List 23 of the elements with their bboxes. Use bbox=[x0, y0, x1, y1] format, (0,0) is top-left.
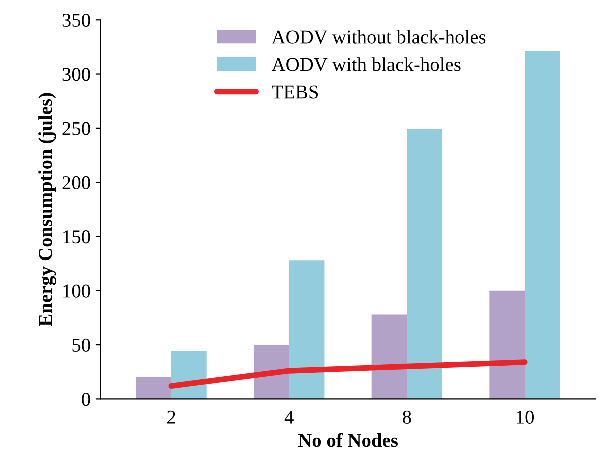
y-tick-label: 100 bbox=[64, 284, 90, 298]
y-tick-label: 200 bbox=[62, 176, 90, 190]
y-tick-label: 150 bbox=[64, 230, 90, 244]
x-tick-label: 2 bbox=[168, 410, 176, 424]
x-tick-label: 4 bbox=[284, 411, 294, 424]
bar bbox=[289, 260, 325, 400]
y-axis-title: Energy Consumption (jules) bbox=[38, 93, 56, 327]
bar bbox=[490, 290, 526, 400]
y-tick-label: 350 bbox=[62, 14, 90, 28]
y-tick-label: 50 bbox=[72, 338, 90, 352]
y-tick-label: 300 bbox=[62, 68, 90, 82]
bar bbox=[525, 52, 560, 400]
x-tick-label: 8 bbox=[403, 410, 412, 424]
bar bbox=[407, 130, 443, 400]
bar bbox=[372, 314, 408, 400]
legend-label: AODV without black-holes bbox=[272, 30, 486, 44]
x-axis-title: No of Nodes bbox=[298, 433, 398, 448]
legend-label: TEBS bbox=[272, 86, 318, 99]
y-tick-label: 0 bbox=[82, 393, 90, 406]
x-tick-label: 10 bbox=[517, 410, 534, 424]
bar bbox=[136, 378, 172, 400]
y-tick-label: 250 bbox=[62, 122, 90, 136]
legend-label: AODV with black-holes bbox=[272, 58, 461, 72]
